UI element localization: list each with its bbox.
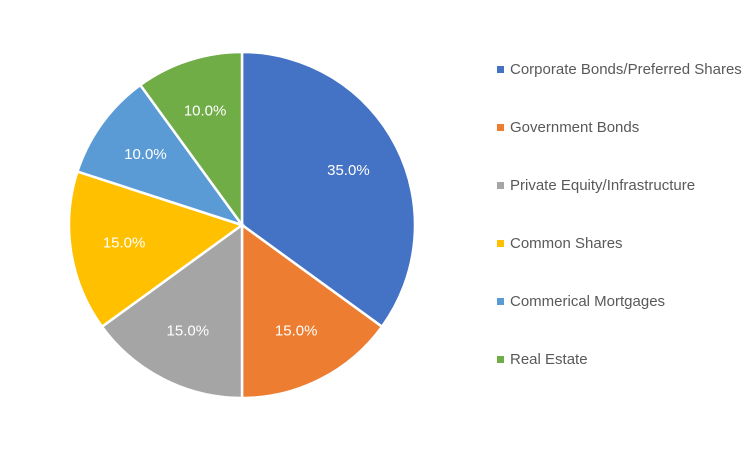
legend-item-4: Common Shares — [497, 232, 742, 290]
pie-slice-5 — [75, 83, 246, 228]
pie-slice-4 — [67, 169, 245, 329]
legend-label-2: Government Bonds — [510, 119, 640, 136]
legend-label-1: Corporate Bonds/Preferred Shares — [510, 61, 742, 78]
data-label-5: 10.0% — [124, 146, 167, 163]
legend-item-1: Corporate Bonds/Preferred Shares — [497, 58, 742, 116]
pie-slice-1 — [240, 50, 417, 329]
pie-slice-2 — [240, 222, 384, 400]
legend-swatch-6 — [497, 356, 504, 363]
legend-swatch-3 — [497, 182, 504, 189]
legend-label-4: Common Shares — [510, 235, 623, 252]
legend-item-5: Commerical Mortgages — [497, 290, 742, 348]
pie-slice-3 — [100, 222, 244, 400]
data-label-1: 35.0% — [327, 162, 370, 179]
legend-item-6: Real Estate — [497, 348, 742, 406]
data-label-6: 10.0% — [184, 102, 227, 119]
data-label-3: 15.0% — [167, 322, 210, 339]
legend-swatch-5 — [497, 298, 504, 305]
legend-item-3: Private Equity/Infrastructure — [497, 174, 742, 232]
pie-slice-6 — [138, 50, 244, 229]
legend-swatch-1 — [497, 66, 504, 73]
chart-legend: Corporate Bonds/Preferred Shares Governme… — [497, 58, 742, 406]
legend-item-2: Government Bonds — [497, 116, 742, 174]
legend-swatch-4 — [497, 240, 504, 247]
legend-label-3: Private Equity/Infrastructure — [510, 177, 696, 194]
data-label-2: 15.0% — [275, 322, 318, 339]
legend-label-6: Real Estate — [510, 351, 588, 368]
legend-label-5: Commerical Mortgages — [510, 293, 666, 310]
data-label-4: 15.0% — [103, 235, 146, 252]
legend-swatch-2 — [497, 124, 504, 131]
